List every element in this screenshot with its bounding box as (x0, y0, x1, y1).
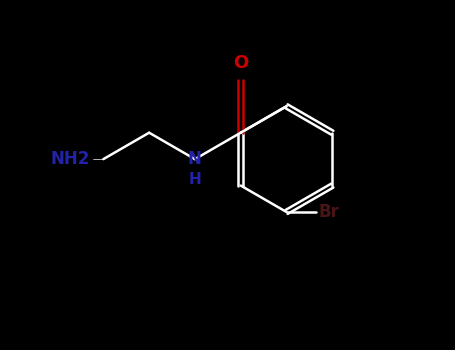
Text: N: N (188, 150, 202, 168)
Text: Br: Br (318, 203, 339, 221)
Text: O: O (233, 54, 248, 72)
Text: H: H (188, 172, 201, 187)
Text: NH2: NH2 (51, 150, 90, 168)
